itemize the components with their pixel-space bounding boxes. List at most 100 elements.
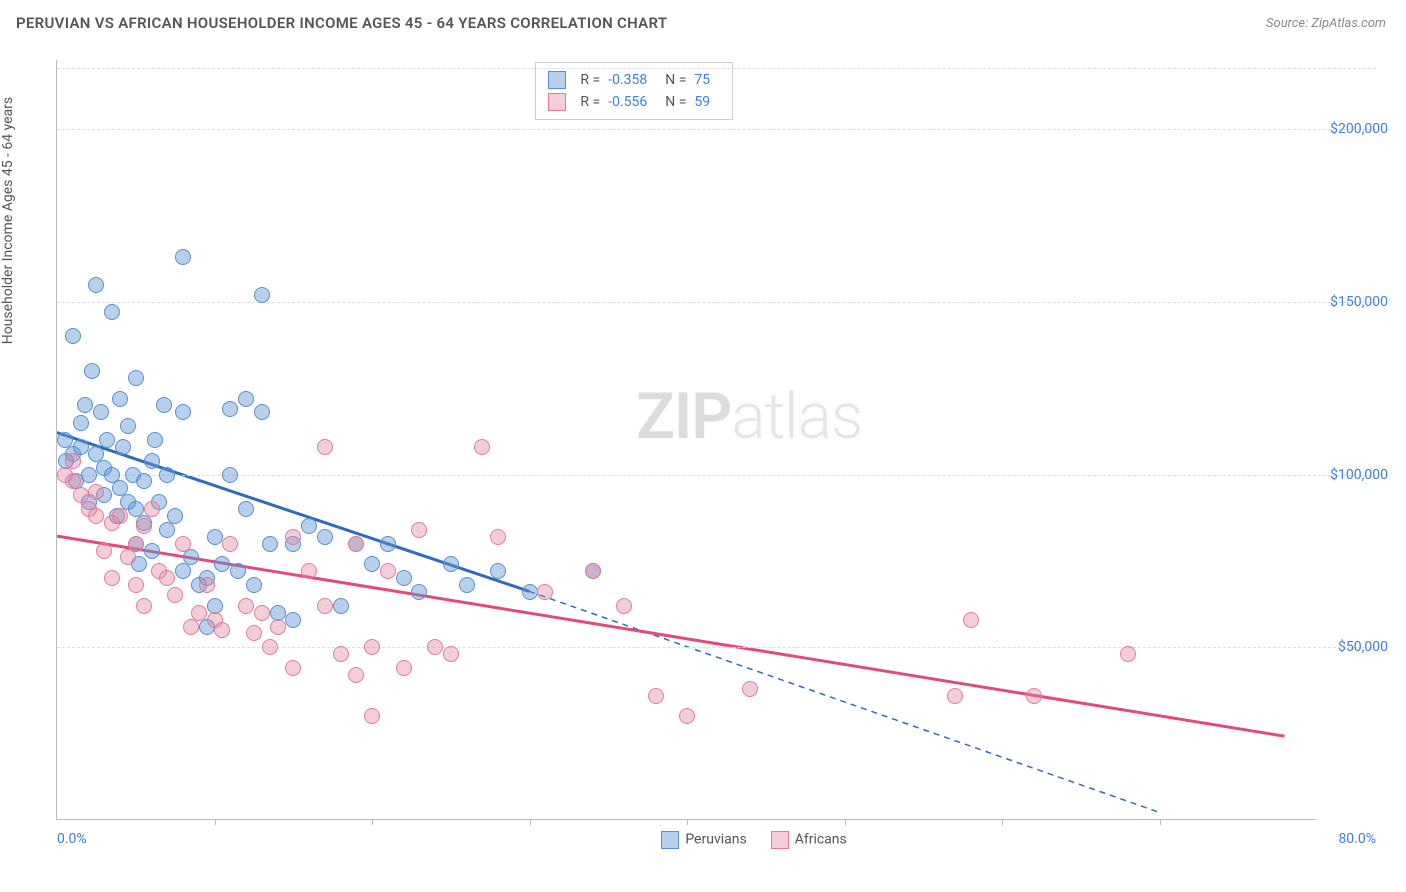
- data-point: [222, 401, 238, 417]
- data-point: [88, 508, 104, 524]
- data-point: [238, 501, 254, 517]
- x-tick: [372, 819, 373, 825]
- data-point: [648, 688, 664, 704]
- legend-item: Peruvians: [661, 831, 746, 849]
- data-point: [396, 570, 412, 586]
- data-point: [585, 563, 601, 579]
- data-point: [1120, 646, 1136, 662]
- data-point: [183, 549, 199, 565]
- data-point: [144, 543, 160, 559]
- data-point: [84, 363, 100, 379]
- data-point: [104, 304, 120, 320]
- data-point: [159, 570, 175, 586]
- gridline-h: [57, 302, 1376, 303]
- x-tick: [1160, 819, 1161, 825]
- data-point: [301, 563, 317, 579]
- data-point: [333, 598, 349, 614]
- stats-row: R =-0.556N =59: [548, 91, 720, 113]
- y-tick-label: $100,000: [1330, 467, 1388, 483]
- data-point: [285, 660, 301, 676]
- chart-title: PERUVIAN VS AFRICAN HOUSEHOLDER INCOME A…: [16, 14, 667, 32]
- data-point: [333, 646, 349, 662]
- data-point: [136, 518, 152, 534]
- n-label: N =: [665, 72, 686, 88]
- data-point: [156, 397, 172, 413]
- data-point: [443, 556, 459, 572]
- data-point: [81, 467, 97, 483]
- data-point: [73, 415, 89, 431]
- x-tick: [530, 819, 531, 825]
- x-tick: [687, 819, 688, 825]
- data-point: [317, 439, 333, 455]
- data-point: [285, 529, 301, 545]
- n-value: 59: [694, 94, 710, 110]
- data-point: [99, 432, 115, 448]
- data-point: [348, 536, 364, 552]
- data-point: [214, 556, 230, 572]
- series-swatch: [771, 831, 789, 849]
- data-point: [128, 577, 144, 593]
- y-tick-label: $200,000: [1330, 121, 1388, 137]
- data-point: [490, 529, 506, 545]
- stats-legend: R = -0.358 N = 75 R =-0.556N =59: [535, 62, 733, 120]
- data-point: [616, 598, 632, 614]
- data-point: [175, 249, 191, 265]
- data-point: [96, 543, 112, 559]
- data-point: [238, 598, 254, 614]
- x-axis-max-label: 80.0%: [1338, 831, 1376, 847]
- data-point: [207, 529, 223, 545]
- data-point: [947, 688, 963, 704]
- data-point: [490, 563, 506, 579]
- data-point: [120, 418, 136, 434]
- data-point: [380, 536, 396, 552]
- data-point: [443, 646, 459, 662]
- trend-lines: [57, 60, 1316, 819]
- x-tick: [845, 819, 846, 825]
- data-point: [522, 584, 538, 600]
- data-point: [262, 536, 278, 552]
- data-point: [246, 577, 262, 593]
- data-point: [175, 536, 191, 552]
- r-value: -0.358: [608, 72, 647, 88]
- r-label: R =: [580, 72, 600, 88]
- chart-container: Householder Income Ages 45 - 64 years ZI…: [16, 50, 1390, 870]
- data-point: [254, 404, 270, 420]
- gridline-h: [57, 647, 1376, 648]
- x-tick: [1002, 819, 1003, 825]
- data-point: [104, 570, 120, 586]
- x-axis-min-label: 0.0%: [57, 831, 87, 847]
- data-point: [88, 484, 104, 500]
- data-point: [65, 328, 81, 344]
- data-point: [459, 577, 475, 593]
- data-point: [147, 432, 163, 448]
- legend-item: Africans: [771, 831, 847, 849]
- data-point: [427, 639, 443, 655]
- data-point: [128, 536, 144, 552]
- series-swatch: [548, 93, 566, 111]
- series-name: Peruvians: [685, 832, 746, 848]
- data-point: [136, 598, 152, 614]
- data-point: [230, 563, 246, 579]
- data-point: [191, 605, 207, 621]
- data-point: [364, 708, 380, 724]
- data-point: [112, 508, 128, 524]
- series-legend: Peruvians Africans: [661, 831, 846, 849]
- data-point: [474, 439, 490, 455]
- data-point: [159, 467, 175, 483]
- data-point: [120, 549, 136, 565]
- data-point: [301, 518, 317, 534]
- data-point: [93, 404, 109, 420]
- watermark: ZIPatlas: [636, 379, 862, 454]
- y-tick-label: $50,000: [1338, 639, 1388, 655]
- data-point: [742, 681, 758, 697]
- plot-area: ZIPatlas R =-0.358N =75R =-0.556N =59 0.…: [56, 60, 1316, 820]
- data-point: [317, 529, 333, 545]
- data-point: [175, 563, 191, 579]
- y-axis-label: Householder Income Ages 45 - 64 years: [0, 97, 16, 344]
- series-swatch: [548, 71, 566, 89]
- data-point: [380, 563, 396, 579]
- gridline-h: [57, 475, 1376, 476]
- data-point: [537, 584, 553, 600]
- n-value: 75: [694, 72, 710, 88]
- data-point: [364, 639, 380, 655]
